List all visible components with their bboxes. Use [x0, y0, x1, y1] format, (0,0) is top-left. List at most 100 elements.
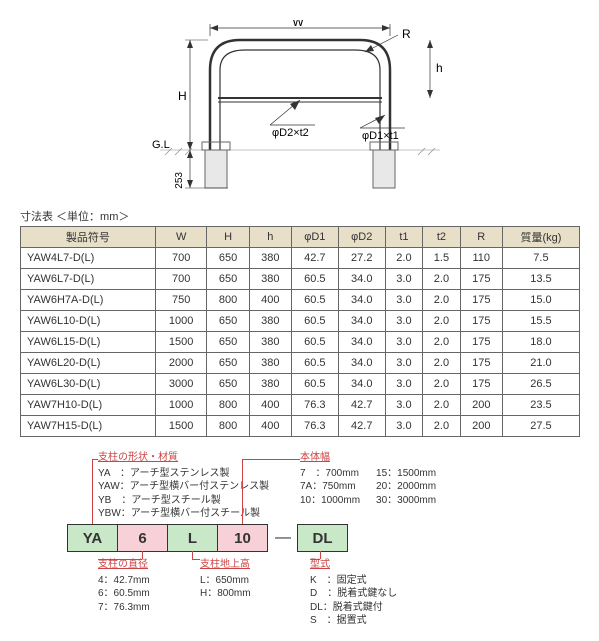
- value-cell: 800: [207, 395, 249, 416]
- value-cell: 2.0: [423, 290, 460, 311]
- dim-w-label: W: [292, 20, 304, 29]
- value-cell: 175: [460, 311, 502, 332]
- value-cell: 175: [460, 332, 502, 353]
- dim-h-large-label: H: [178, 89, 187, 103]
- dim-depth-label: 253: [174, 172, 185, 189]
- table-row: YAW6L30-D(L)300065038060.534.03.02.01752…: [21, 374, 580, 395]
- value-cell: 650: [207, 248, 249, 269]
- value-cell: 1000: [155, 395, 207, 416]
- type-title: 型式: [310, 558, 397, 572]
- value-cell: 380: [249, 332, 291, 353]
- value-cell: 650: [207, 353, 249, 374]
- value-cell: 60.5: [291, 311, 338, 332]
- spec-table: 製品符号WHhφD1φD2t1t2R質量(kg) YAW4L7-D(L)7006…: [20, 226, 580, 437]
- dim-r-label: R: [402, 27, 411, 41]
- table-caption: 寸法表 ＜単位：mm＞: [20, 208, 580, 224]
- value-cell: 650: [207, 374, 249, 395]
- col-header: 質量(kg): [502, 227, 579, 248]
- value-cell: 21.0: [502, 353, 579, 374]
- value-cell: 26.5: [502, 374, 579, 395]
- product-code-cell: YAW6L20-D(L): [21, 353, 156, 374]
- value-cell: 650: [207, 269, 249, 290]
- col-header: t1: [385, 227, 422, 248]
- product-code-decode: 支柱の形状・材質 YA ：アーチ型ステンレス製 YAW：アーチ型横バー付ステンレ…: [20, 451, 580, 621]
- value-cell: 175: [460, 353, 502, 374]
- value-cell: 400: [249, 416, 291, 437]
- table-row: YAW6H7A-D(L)75080040060.534.03.02.017515…: [21, 290, 580, 311]
- value-cell: 175: [460, 374, 502, 395]
- value-cell: 2000: [155, 353, 207, 374]
- value-cell: 2.0: [423, 332, 460, 353]
- code-box-width: 10: [217, 524, 268, 552]
- value-cell: 200: [460, 416, 502, 437]
- value-cell: 76.3: [291, 416, 338, 437]
- col-header: h: [249, 227, 291, 248]
- value-cell: 175: [460, 269, 502, 290]
- value-cell: 13.5: [502, 269, 579, 290]
- value-cell: 60.5: [291, 332, 338, 353]
- dim-h-small-label: h: [436, 61, 443, 75]
- code-box-diameter: 6: [117, 524, 168, 552]
- value-cell: 1500: [155, 416, 207, 437]
- value-cell: 400: [249, 290, 291, 311]
- value-cell: 3.0: [385, 353, 422, 374]
- value-cell: 15.0: [502, 290, 579, 311]
- table-row: YAW6L15-D(L)150065038060.534.03.02.01751…: [21, 332, 580, 353]
- product-code-cell: YAW6H7A-D(L): [21, 290, 156, 311]
- dim-gl-label: G.L: [152, 139, 170, 151]
- dim-d2-label: φD2×t2: [272, 127, 309, 139]
- value-cell: 18.0: [502, 332, 579, 353]
- col-header: φD1: [291, 227, 338, 248]
- value-cell: 27.5: [502, 416, 579, 437]
- col-header: φD2: [338, 227, 385, 248]
- col-header: H: [207, 227, 249, 248]
- value-cell: 2.0: [423, 353, 460, 374]
- height-title: 支柱地上高: [200, 558, 251, 572]
- value-cell: 42.7: [338, 416, 385, 437]
- col-header: t2: [423, 227, 460, 248]
- value-cell: 175: [460, 290, 502, 311]
- value-cell: 60.5: [291, 269, 338, 290]
- value-cell: 60.5: [291, 374, 338, 395]
- value-cell: 34.0: [338, 311, 385, 332]
- shape-title: 支柱の形状・材質: [98, 451, 269, 465]
- value-cell: 750: [155, 290, 207, 311]
- value-cell: 1.5: [423, 248, 460, 269]
- col-header: R: [460, 227, 502, 248]
- value-cell: 60.5: [291, 290, 338, 311]
- value-cell: 23.5: [502, 395, 579, 416]
- table-row: YAW7H15-D(L)150080040076.342.73.02.02002…: [21, 416, 580, 437]
- value-cell: 380: [249, 248, 291, 269]
- technical-diagram: W R h H G.L 253: [20, 20, 580, 200]
- value-cell: 1500: [155, 332, 207, 353]
- table-row: YAW6L10-D(L)100065038060.534.03.02.01751…: [21, 311, 580, 332]
- col-header: 製品符号: [21, 227, 156, 248]
- diameter-title: 支柱の直径: [98, 558, 150, 572]
- value-cell: 650: [207, 311, 249, 332]
- value-cell: 3.0: [385, 269, 422, 290]
- value-cell: 34.0: [338, 332, 385, 353]
- table-row: YAW6L20-D(L)200065038060.534.03.02.01752…: [21, 353, 580, 374]
- code-box-height: L: [167, 524, 218, 552]
- table-row: YAW6L7-D(L)70065038060.534.03.02.017513.…: [21, 269, 580, 290]
- product-code-cell: YAW7H15-D(L): [21, 416, 156, 437]
- value-cell: 3.0: [385, 311, 422, 332]
- value-cell: 2.0: [423, 395, 460, 416]
- value-cell: 42.7: [338, 395, 385, 416]
- value-cell: 7.5: [502, 248, 579, 269]
- product-code-cell: YAW6L7-D(L): [21, 269, 156, 290]
- value-cell: 380: [249, 311, 291, 332]
- value-cell: 800: [207, 290, 249, 311]
- value-cell: 3.0: [385, 290, 422, 311]
- value-cell: 3.0: [385, 395, 422, 416]
- value-cell: 700: [155, 269, 207, 290]
- value-cell: 700: [155, 248, 207, 269]
- value-cell: 3000: [155, 374, 207, 395]
- value-cell: 76.3: [291, 395, 338, 416]
- diagram-svg: W R h H G.L 253: [150, 20, 480, 200]
- value-cell: 1000: [155, 311, 207, 332]
- product-code-cell: YAW7H10-D(L): [21, 395, 156, 416]
- code-boxes: YA 6 L 10 — DL: [68, 524, 348, 552]
- value-cell: 3.0: [385, 374, 422, 395]
- value-cell: 2.0: [423, 416, 460, 437]
